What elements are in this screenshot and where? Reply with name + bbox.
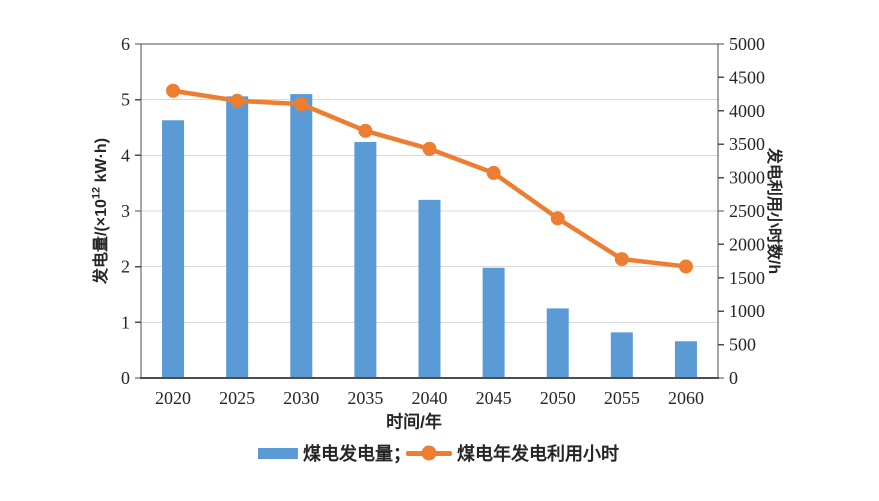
line-marker-2060: [678, 259, 693, 274]
left-tick-label: 0: [121, 368, 130, 388]
left-axis-title: 发电量/(×1012 kW·h): [87, 138, 111, 284]
line-marker-2040: [422, 141, 437, 156]
x-tick-label: 2060: [668, 388, 704, 408]
left-tick-label: 2: [121, 257, 130, 277]
x-tick-label: 2040: [412, 388, 448, 408]
x-tick-label: 2055: [604, 388, 640, 408]
line-marker-2050: [550, 211, 565, 226]
x-axis-title: 时间/年: [386, 412, 442, 432]
right-tick-label: 4500: [729, 67, 765, 87]
left-tick-label: 5: [121, 90, 130, 110]
right-axis-title: 发电利用小时数/h: [765, 147, 782, 275]
left-tick-label: 6: [121, 34, 130, 54]
left-tick-label: 4: [121, 145, 130, 165]
line-marker-2020: [166, 83, 181, 98]
line-marker-icon: [421, 445, 437, 461]
legend-item-bar: 煤电发电量；: [258, 442, 411, 464]
legend-item-line: 煤电年发电利用小时: [406, 442, 619, 464]
bar-2020: [162, 120, 185, 378]
right-tick-label: 4000: [729, 101, 765, 121]
bar-2035: [354, 141, 377, 378]
line-marker-2035: [358, 123, 373, 138]
right-tick-label: 3000: [729, 168, 765, 188]
x-tick-label: 2045: [476, 388, 512, 408]
bar-2055: [610, 332, 633, 378]
left-axis-title-unit: kW·h): [93, 137, 110, 187]
line-marker-2025: [230, 93, 245, 108]
right-tick-label: 1000: [729, 301, 765, 321]
right-tick-label: 0: [729, 368, 738, 388]
left-tick-label: 1: [121, 312, 130, 332]
line-marker-2055: [614, 252, 629, 267]
x-tick-label: 2020: [155, 388, 191, 408]
x-tick-label: 2025: [219, 388, 255, 408]
right-tick-label: 3500: [729, 134, 765, 154]
x-tick-label: 2035: [347, 388, 383, 408]
bar-2060: [674, 341, 697, 378]
right-tick-label: 1500: [729, 268, 765, 288]
legend-label-line: 煤电年发电利用小时: [457, 444, 619, 464]
bar-2030: [290, 94, 313, 378]
bar-2040: [418, 199, 441, 378]
right-tick-label: 500: [729, 335, 756, 355]
line-marker-2045: [486, 165, 501, 180]
left-axis-title-text: 发电量/(×10: [93, 199, 110, 285]
bar-2045: [482, 267, 505, 378]
right-tick-label: 5000: [729, 34, 765, 54]
bar-2050: [546, 308, 569, 378]
x-tick-label: 2050: [540, 388, 576, 408]
bar-2025: [226, 96, 249, 379]
line-legend-swatch: [406, 445, 452, 461]
legend-label-bar: 煤电发电量；: [303, 444, 411, 464]
line-marker-2030: [294, 97, 309, 112]
x-tick-label: 2030: [283, 388, 319, 408]
left-tick-label: 3: [121, 201, 130, 221]
bar-legend-swatch: [258, 447, 298, 459]
right-tick-label: 2500: [729, 201, 765, 221]
left-axis-title-superscript: 12: [90, 186, 103, 200]
right-tick-label: 2000: [729, 234, 765, 254]
